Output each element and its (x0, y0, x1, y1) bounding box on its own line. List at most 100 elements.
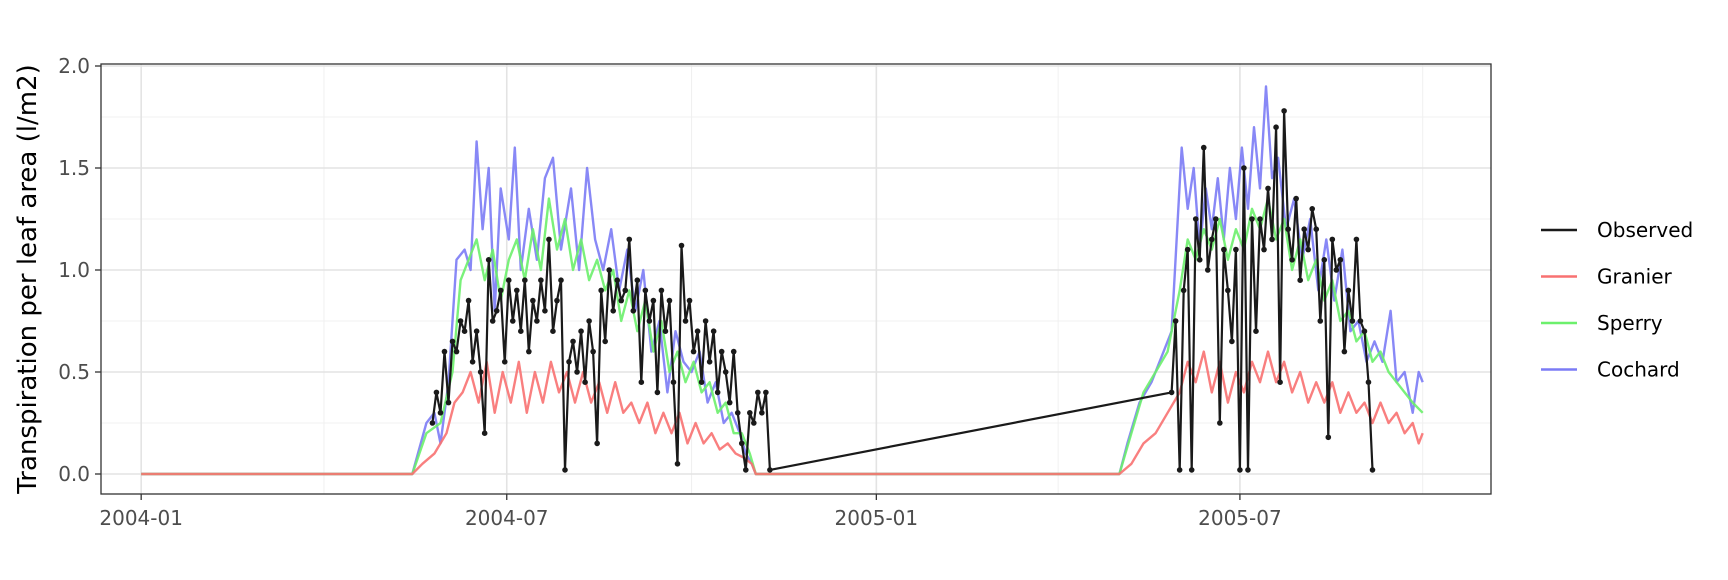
observed-point (751, 420, 757, 426)
observed-point (763, 389, 769, 396)
observed-point (1241, 165, 1247, 171)
observed-point (481, 430, 488, 437)
observed-point (738, 440, 745, 447)
observed-point (742, 467, 749, 473)
observed-point (1172, 318, 1179, 324)
observed-point (666, 297, 673, 304)
observed-point (1192, 216, 1199, 222)
legend-item-granier: Granier (1541, 265, 1673, 289)
observed-point (654, 389, 661, 396)
observed-point (1188, 467, 1195, 473)
observed-point (1277, 379, 1283, 386)
observed-point (1208, 236, 1215, 243)
observed-point (534, 318, 540, 324)
observed-point (686, 297, 693, 304)
observed-point (614, 277, 621, 284)
observed-point (642, 287, 649, 294)
x-tick-label: 2004-07 (465, 506, 549, 530)
observed-point (1297, 277, 1303, 284)
observed-point (714, 389, 721, 396)
observed-point (759, 410, 765, 416)
observed-point (1313, 226, 1320, 232)
observed-point (662, 328, 669, 335)
observed-point (610, 308, 617, 314)
observed-point (690, 348, 697, 355)
observed-point (546, 236, 552, 243)
observed-point (497, 287, 504, 294)
observed-point (1333, 267, 1340, 273)
observed-point (433, 389, 440, 396)
observed-point (1200, 144, 1207, 151)
observed-point (513, 287, 520, 294)
observed-point (622, 287, 629, 294)
observed-point (473, 328, 480, 335)
observed-point (650, 297, 657, 304)
observed-point (718, 348, 725, 355)
observed-point (1337, 257, 1344, 263)
legend-label: Observed (1597, 218, 1693, 242)
y-tick-label: 1.0 (58, 258, 90, 282)
observed-point (441, 348, 448, 355)
plot-panel-background (101, 64, 1491, 494)
observed-point (694, 328, 701, 335)
observed-point (730, 348, 737, 355)
observed-point (505, 277, 512, 284)
observed-point (457, 318, 464, 324)
observed-point (670, 379, 677, 386)
observed-point (626, 236, 633, 243)
observed-point (1349, 318, 1356, 324)
observed-point (630, 308, 637, 314)
observed-point (1341, 348, 1348, 355)
observed-point (1301, 226, 1307, 232)
observed-point (698, 379, 705, 386)
observed-point (1317, 318, 1324, 324)
observed-point (1329, 236, 1336, 243)
observed-point (1237, 467, 1243, 473)
y-tick-label: 1.5 (58, 156, 90, 180)
observed-point (469, 359, 476, 365)
observed-point (1217, 420, 1223, 426)
observed-point (574, 369, 580, 375)
observed-point (678, 242, 685, 249)
observed-point (1353, 236, 1360, 243)
observed-point (594, 440, 600, 447)
observed-point (1281, 108, 1287, 114)
observed-point (1253, 328, 1259, 335)
observed-point (453, 348, 460, 355)
observed-point (1357, 318, 1364, 324)
observed-point (1221, 246, 1227, 253)
observed-point (1257, 216, 1263, 222)
plot-panel-border (100, 63, 1492, 495)
observed-point (1321, 257, 1328, 263)
observed-point (465, 297, 472, 304)
observed-point (1233, 246, 1239, 253)
observed-point (702, 318, 709, 324)
observed-point (558, 277, 564, 284)
x-tick-label: 2004-01 (99, 506, 183, 530)
observed-point (530, 297, 536, 304)
series-line-observed (431, 109, 1374, 471)
observed-point (710, 328, 717, 335)
observed-point (606, 267, 612, 273)
observed-point (562, 467, 568, 473)
observed-point (1365, 379, 1372, 386)
observed-point (518, 328, 524, 335)
observed-point (509, 318, 516, 324)
observed-point (554, 297, 560, 304)
observed-point (538, 277, 544, 284)
observed-point (501, 359, 508, 365)
observed-point (1261, 246, 1267, 253)
observed-point (634, 277, 641, 284)
observed-point (646, 318, 653, 324)
observed-point (658, 287, 665, 294)
observed-point (1269, 236, 1275, 243)
x-tick-label: 2005-07 (1198, 506, 1282, 530)
observed-point (1273, 124, 1279, 130)
observed-point (1245, 467, 1251, 473)
observed-point (682, 318, 689, 324)
observed-point (1225, 287, 1231, 294)
observed-point (674, 461, 681, 467)
observed-point (1249, 216, 1255, 222)
observed-point (1361, 328, 1368, 335)
